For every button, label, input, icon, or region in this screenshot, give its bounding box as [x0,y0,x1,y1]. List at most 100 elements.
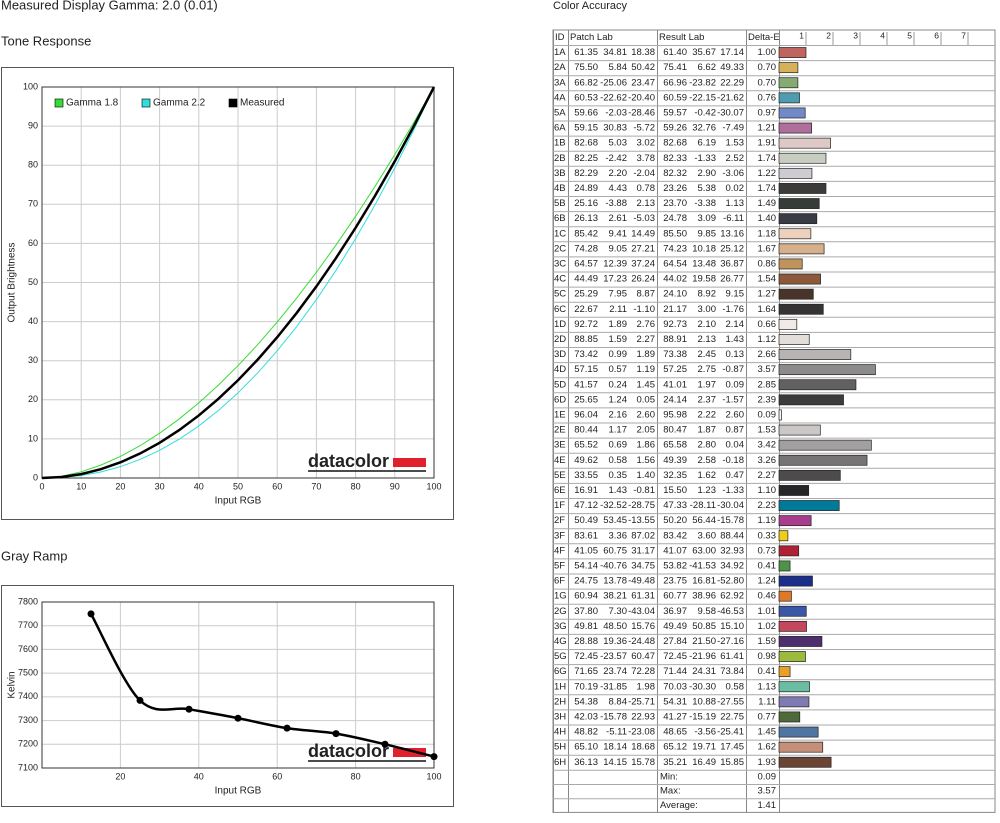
patch-lab: 0.05 [637,394,656,405]
y-tick-label: 7500 [18,668,38,678]
y-tick-label: 20 [28,394,38,404]
patch-id: 2F [554,515,565,526]
delta-e: 0.41 [758,560,777,571]
patch-lab: 19.36 [603,636,627,647]
result-lab: 49.39 [663,455,687,466]
patch-lab: 44.49 [574,274,598,285]
delta-e: 2.85 [758,379,777,390]
patch-lab: 48.82 [574,727,598,738]
delta-e: 1.40 [758,213,777,224]
delta-e: 1.01 [758,606,777,617]
bar [778,167,813,179]
patch-lab: 8.87 [637,289,656,300]
patch-id: 6F [554,576,565,587]
bar [778,107,806,119]
patch-id: 5E [554,470,566,481]
delta-e: 1.62 [758,742,777,753]
patch-lab: 0.69 [609,440,628,451]
delta-e: 2.39 [758,394,777,405]
bar [778,62,799,74]
patch-id: 5G [554,651,567,662]
patch-lab: 82.25 [574,153,598,164]
patch-lab: 7.30 [609,606,628,617]
bar [778,681,810,693]
result-lab: 6.19 [698,138,717,149]
patch-id: 3D [554,349,566,360]
patch-lab: 2.60 [637,409,656,420]
patch-lab: 25.16 [574,198,598,209]
x-tick-label: 6 [934,30,939,40]
result-lab: 36.87 [720,258,744,269]
result-lab: 3.60 [698,530,717,541]
result-lab: 56.44 [692,515,716,526]
result-lab: 35.21 [663,757,687,768]
result-lab: 1.43 [726,334,745,345]
result-lab: 2.10 [698,319,717,330]
patch-lab: 1.98 [637,681,656,692]
bar [778,575,813,587]
result-lab: -28.11 [690,500,716,511]
result-lab: -27.16 [717,636,744,647]
patch-id: 5H [554,742,566,753]
bar [778,605,807,617]
patch-lab: 57.15 [574,364,598,375]
patch-id: 3G [554,621,567,632]
y-tick-label: 7100 [18,762,38,772]
delta-e: 1.93 [758,757,777,768]
bar [778,590,792,602]
result-lab: 21.17 [663,304,687,315]
data-point [430,753,438,761]
bar [778,439,872,451]
result-lab: 1.87 [698,425,717,436]
patch-lab: 26.13 [574,213,598,224]
result-lab: 57.25 [663,364,687,375]
result-lab: 60.77 [663,591,687,602]
result-lab: 85.50 [663,228,687,239]
y-tick-label: 60 [28,238,38,248]
result-lab: -21.96 [689,651,716,662]
patch-lab: 2.05 [637,425,656,436]
result-lab: 2.90 [698,168,717,179]
patch-lab: -31.85 [600,681,627,692]
delta-e: 0.09 [758,409,777,420]
result-lab: 19.58 [692,274,716,285]
patch-id: 1B [554,138,566,149]
delta-e: 2.66 [758,349,777,360]
patch-lab: 22.93 [631,711,655,722]
delta-e: 1.64 [758,304,777,315]
patch-id: 4F [554,545,565,556]
bar [778,394,844,406]
bar [778,711,801,723]
result-lab: 44.02 [663,274,687,285]
delta-e: 1.19 [758,515,777,526]
result-lab: 88.91 [663,334,687,345]
result-lab: 15.85 [720,757,744,768]
y-tick-label: 7400 [18,691,38,701]
patch-lab: 2.16 [609,409,628,420]
data-point [234,714,242,722]
patch-lab: 71.65 [574,666,598,677]
page-title: Measured Display Gamma: 2.0 (0.01) [1,0,218,12]
result-lab: 38.96 [692,591,716,602]
delta-e: 1.74 [758,153,777,164]
bar [778,636,823,647]
patch-id: 1A [554,47,566,58]
result-lab: 0.87 [726,425,745,436]
patch-lab: 2.11 [609,304,627,315]
legend-swatch [54,98,64,108]
patch-lab: 1.59 [609,334,628,345]
result-lab: 41.01 [663,379,687,390]
result-lab: 61.41 [720,651,744,662]
patch-lab: 53.45 [603,515,627,526]
patch-lab: 33.55 [574,470,598,481]
bar [778,288,814,300]
patch-lab: 15.76 [631,621,655,632]
patch-lab: 24.75 [574,576,598,587]
result-lab: 26.77 [720,274,744,285]
result-lab: 15.50 [663,485,687,496]
result-lab: 2.37 [698,394,717,405]
x-tick-label: 7 [961,30,966,40]
y-tick-label: 100 [23,81,38,91]
patch-lab: 22.67 [574,304,598,315]
